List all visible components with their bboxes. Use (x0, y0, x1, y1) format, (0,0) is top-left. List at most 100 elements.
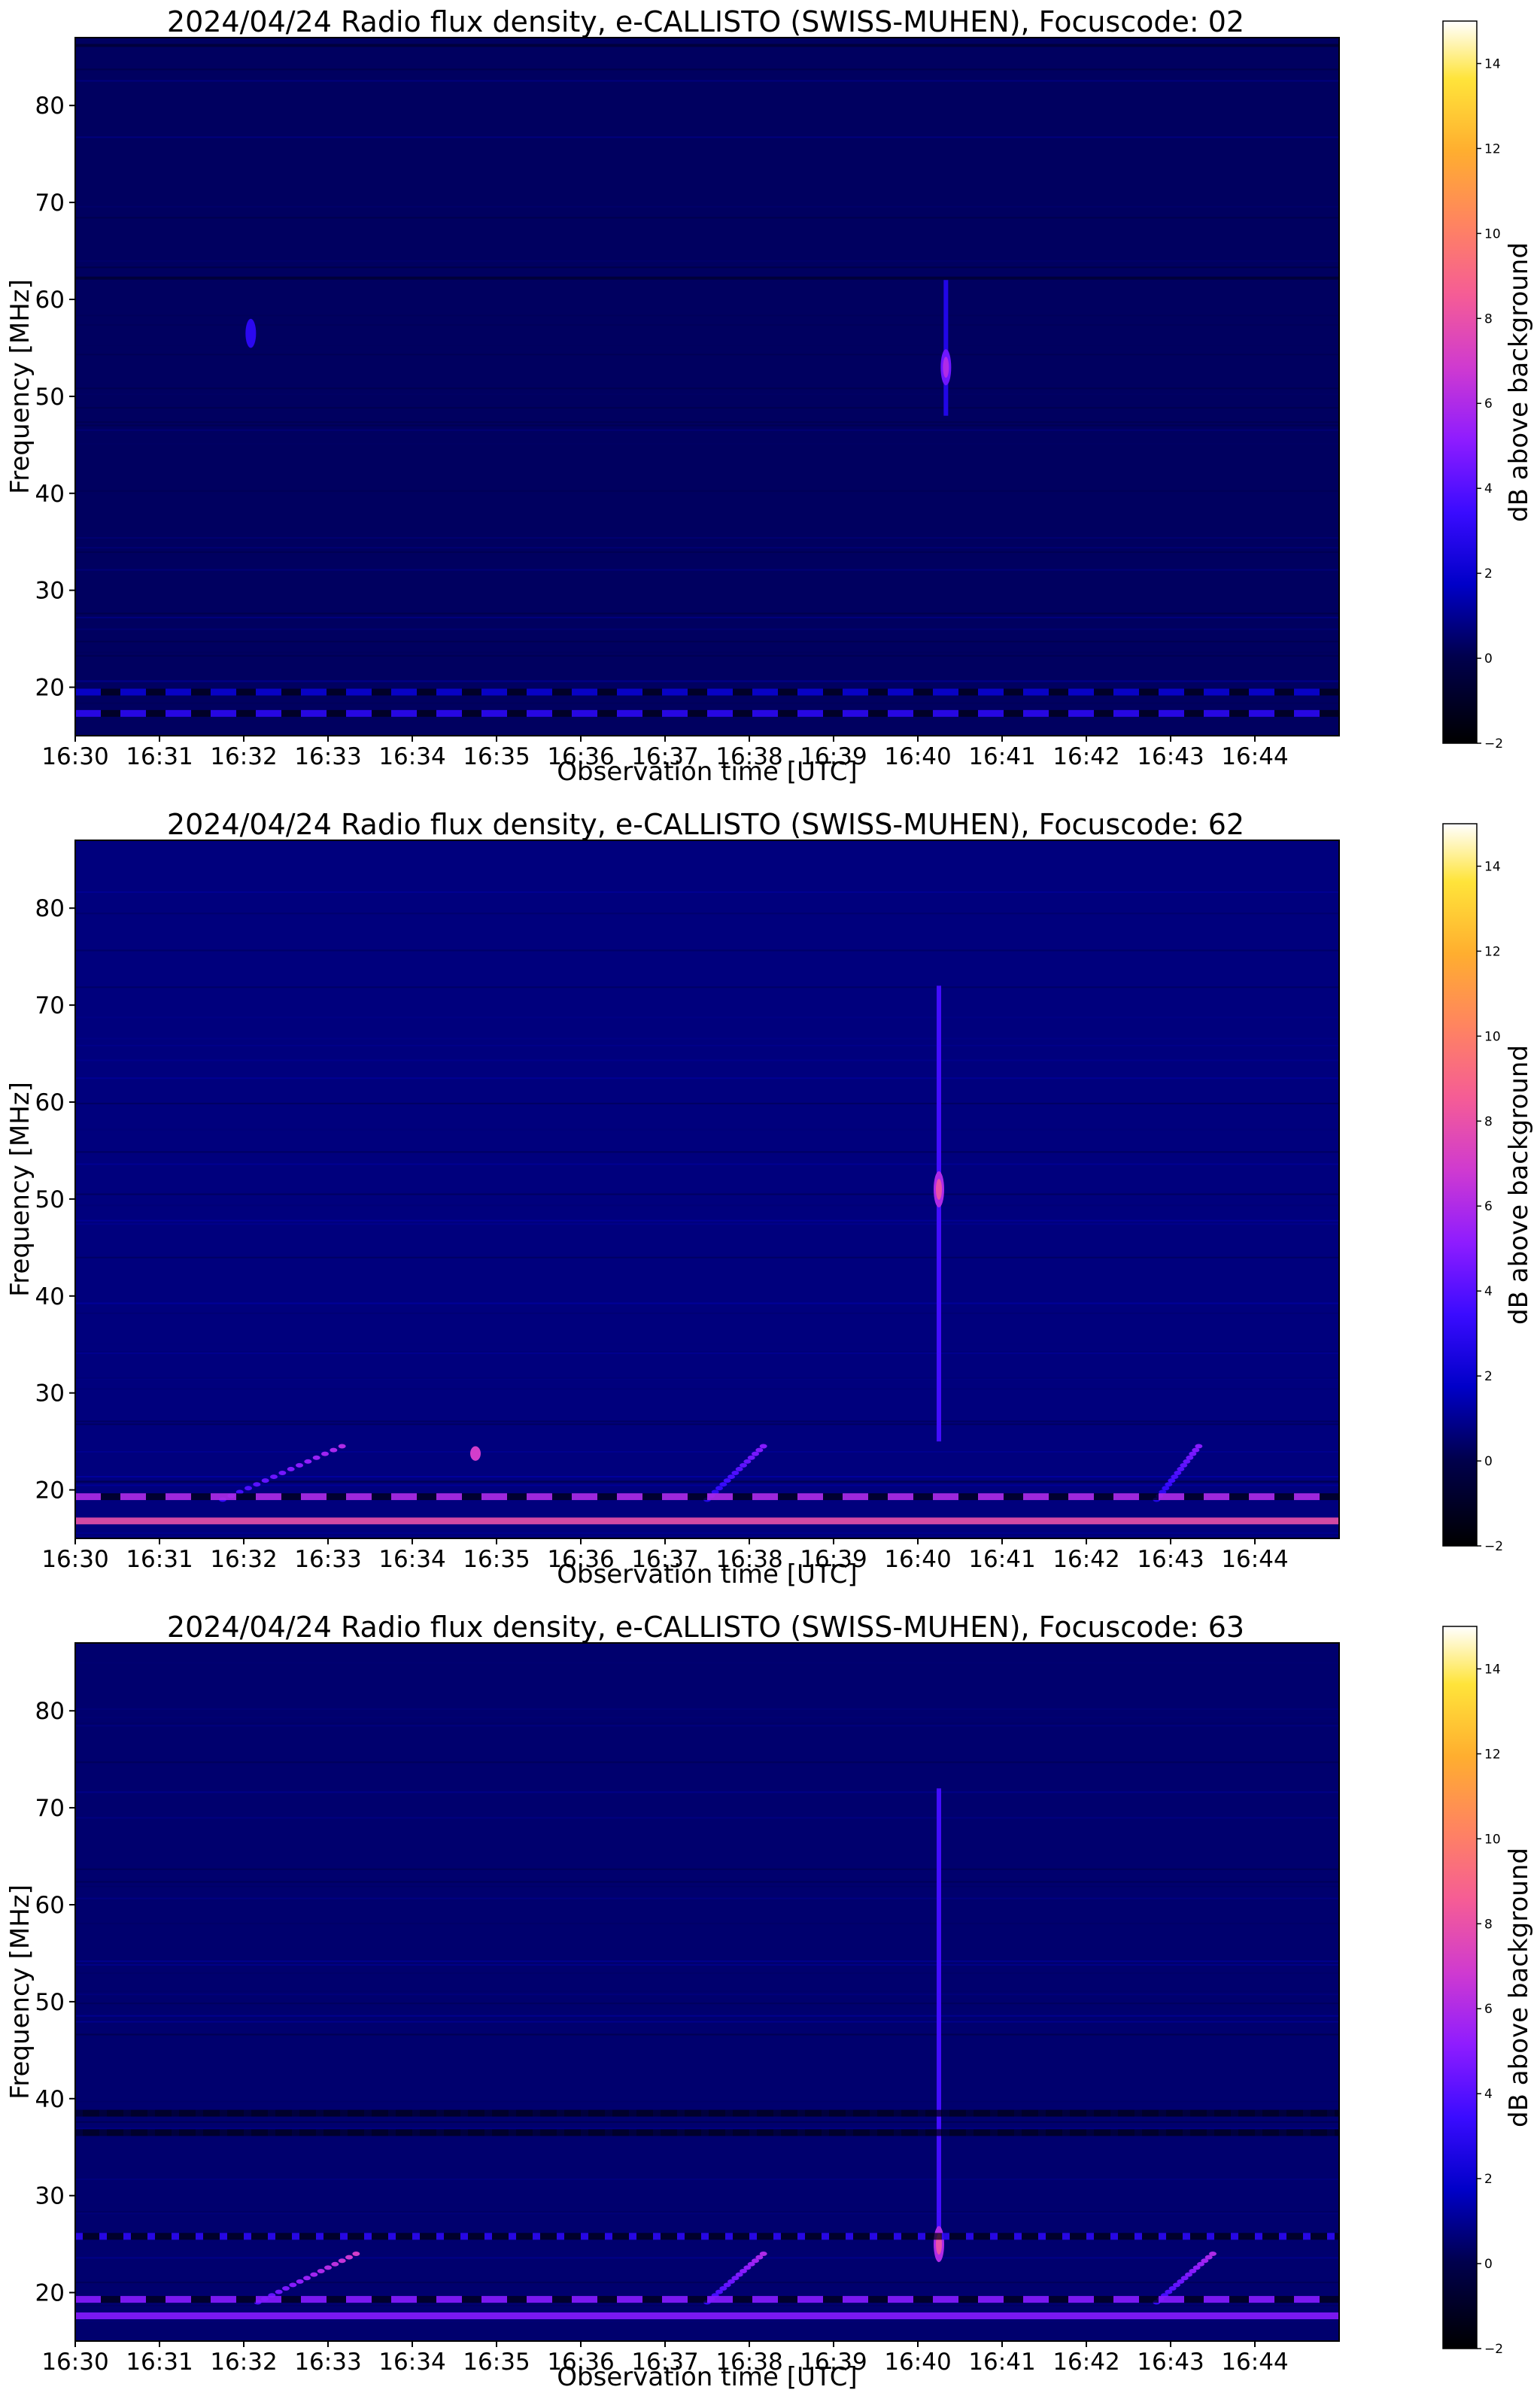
noise-line (75, 2021, 1339, 2023)
band-gap (901, 2233, 918, 2240)
band-segment (725, 2129, 733, 2136)
band-gap (1214, 2109, 1231, 2117)
noise-line (75, 1193, 1339, 1195)
band-segment (797, 1493, 823, 1501)
drift-burst-point (759, 2252, 767, 2256)
drift-burst-point (1173, 2282, 1180, 2288)
band-gap (757, 2233, 773, 2240)
band-segment (481, 2296, 507, 2303)
band-gap (275, 2233, 292, 2240)
y-tick-label: 30 (35, 1380, 65, 1407)
band-segment (1294, 2296, 1320, 2303)
band-segment (1038, 2129, 1046, 2136)
band-segment (701, 2233, 709, 2240)
band-gap (1229, 2296, 1249, 2303)
x-tick-label: 16:42 (1052, 1546, 1119, 1573)
y-tick-label: 50 (35, 1989, 65, 2016)
x-tick-label: 16:43 (1137, 2349, 1204, 2376)
x-tick-label: 16:41 (968, 1546, 1035, 1573)
band-segment (484, 2129, 492, 2136)
drift-burst-point (755, 1447, 764, 1453)
colorbar-tick-label: 0 (1484, 651, 1493, 667)
x-tick-label: 16:41 (968, 2349, 1035, 2376)
x-tick-label: 16:31 (126, 743, 193, 770)
noise-line (75, 1223, 1339, 1225)
x-tick-label: 16:37 (631, 2349, 698, 2376)
band-segment (509, 2233, 516, 2240)
noise-line (75, 1881, 1339, 1883)
band-segment (773, 2233, 781, 2240)
band-segment (256, 2296, 281, 2303)
drift-burst-point (731, 1471, 740, 1475)
band-segment (749, 2233, 757, 2240)
band-gap (83, 2233, 99, 2240)
band-gap (974, 2129, 990, 2136)
noise-line (75, 1897, 1339, 1899)
noise-line (75, 2100, 1339, 2103)
band-gap (597, 2296, 617, 2303)
band-segment (268, 2129, 275, 2136)
band-gap (507, 2296, 527, 2303)
band-gap (540, 2129, 557, 2136)
band-segment (211, 688, 236, 696)
band-gap (1094, 1493, 1113, 1501)
chart-title: 2024/04/24 Radio flux density, e-CALLIST… (167, 808, 1244, 841)
x-tick-label: 16:37 (631, 1546, 698, 1573)
noise-line (75, 1791, 1339, 1793)
band-segment (662, 2296, 688, 2303)
band-gap (203, 2233, 220, 2240)
band-gap (468, 2129, 484, 2136)
noise-line (75, 260, 1339, 263)
band-gap (1262, 2109, 1279, 2117)
band-segment (1062, 2129, 1070, 2136)
colorbar (1442, 20, 1478, 744)
noise-line (75, 68, 1339, 71)
noise-line (75, 1885, 1339, 1887)
chart-title: 2024/04/24 Radio flux density, e-CALLIST… (167, 1611, 1244, 1644)
noise-line (75, 429, 1339, 431)
spectrogram-features (75, 1662, 1339, 2322)
band-gap (757, 2129, 773, 2136)
band-gap (588, 2109, 605, 2117)
colorbar-tick-label: 6 (1484, 396, 1493, 411)
band-segment (533, 2109, 540, 2117)
x-tick-label: 16:35 (463, 743, 530, 770)
band-segment (364, 2129, 372, 2136)
band-segment (346, 1493, 372, 1501)
band-segment (436, 2233, 444, 2240)
x-axis-label: Observation time [UTC] (557, 2362, 857, 2392)
band-segment (147, 2129, 155, 2136)
band-gap (540, 2109, 557, 2117)
drift-burst-point (1177, 1466, 1185, 1471)
band-gap (1046, 2109, 1062, 2117)
band-segment (707, 709, 733, 717)
band-segment (888, 2296, 913, 2303)
band-segment (1023, 709, 1049, 717)
drift-burst-point (304, 1459, 312, 1464)
burst-peak (936, 1179, 942, 1200)
drift-burst-point (270, 1474, 278, 1480)
drift-burst-point (253, 1482, 261, 1487)
noise-line (75, 424, 1339, 427)
band-segment (99, 2129, 107, 2136)
band-gap (146, 688, 166, 696)
band-segment (933, 688, 958, 696)
band-gap (733, 2109, 749, 2117)
band-segment (75, 2129, 83, 2136)
band-gap (1229, 1493, 1249, 1501)
band-segment (894, 2233, 901, 2240)
drift-burst-point (727, 2279, 735, 2284)
band-gap (1049, 688, 1068, 696)
band-gap (597, 709, 617, 717)
band-segment (436, 709, 462, 717)
drift-burst-point (352, 2252, 360, 2256)
band-segment (942, 2129, 949, 2136)
band-gap (661, 2233, 677, 2240)
band-segment (797, 2129, 805, 2136)
band-segment (990, 2233, 998, 2240)
y-axis-label: Frequency [MHz] (5, 1884, 35, 2100)
band-gap (372, 1493, 391, 1501)
band-gap (1311, 2233, 1327, 2240)
band-gap (642, 2296, 662, 2303)
band-gap (1022, 2233, 1038, 2240)
